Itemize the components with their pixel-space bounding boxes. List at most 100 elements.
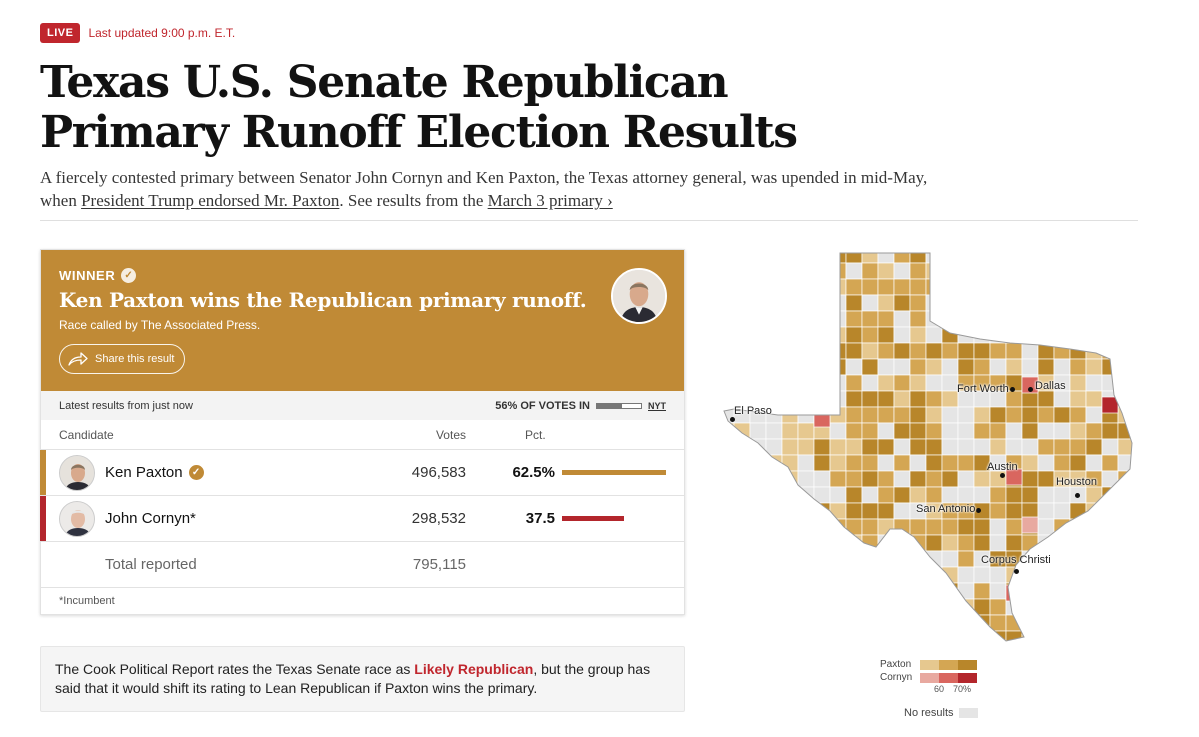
county-cell[interactable] (941, 262, 959, 280)
county-cell[interactable] (1101, 454, 1119, 472)
county-cell[interactable] (797, 278, 815, 296)
county-cell[interactable] (845, 502, 863, 520)
county-cell[interactable] (925, 630, 943, 647)
county-cell[interactable] (781, 374, 799, 392)
county-cell[interactable] (781, 598, 799, 616)
county-cell[interactable] (797, 598, 815, 616)
county-cell[interactable] (813, 326, 831, 344)
county-cell[interactable] (893, 406, 911, 424)
county-cell[interactable] (1134, 407, 1138, 423)
county-cell[interactable] (765, 326, 783, 344)
county-cell[interactable] (781, 518, 799, 536)
county-cell[interactable] (861, 406, 879, 424)
county-cell[interactable] (1101, 598, 1119, 616)
county-cell[interactable] (909, 406, 927, 424)
county-cell[interactable] (973, 294, 991, 312)
county-cell[interactable] (1037, 630, 1055, 647)
county-cell[interactable] (1021, 516, 1039, 534)
county-cell[interactable] (893, 598, 911, 616)
county-cell[interactable] (1021, 247, 1039, 264)
county-cell[interactable] (1021, 342, 1039, 360)
county-cell[interactable] (765, 566, 783, 584)
county-cell[interactable] (973, 310, 991, 328)
county-cell[interactable] (941, 358, 959, 376)
county-cell[interactable] (718, 598, 735, 616)
county-cell[interactable] (797, 262, 815, 280)
county-cell[interactable] (781, 582, 799, 600)
county-cell[interactable] (718, 422, 735, 440)
county-cell[interactable] (877, 422, 895, 440)
county-cell[interactable] (1085, 518, 1103, 536)
county-cell[interactable] (1134, 519, 1138, 535)
county-cell[interactable] (781, 358, 799, 376)
county-cell[interactable] (1053, 566, 1071, 584)
county-cell[interactable] (845, 262, 863, 280)
county-cell[interactable] (1037, 406, 1055, 424)
county-cell[interactable] (1085, 614, 1103, 632)
county-cell[interactable] (733, 438, 751, 456)
county-cell[interactable] (733, 518, 751, 536)
county-cell[interactable] (845, 294, 863, 312)
county-cell[interactable] (1021, 376, 1039, 394)
county-cell[interactable] (989, 294, 1007, 312)
county-cell[interactable] (989, 582, 1007, 600)
county-cell[interactable] (749, 630, 767, 647)
county-cell[interactable] (781, 534, 799, 552)
county-cell[interactable] (1134, 503, 1138, 519)
county-cell[interactable] (845, 598, 863, 616)
county-cell[interactable] (909, 310, 927, 328)
county-cell[interactable] (1134, 279, 1138, 295)
county-cell[interactable] (957, 518, 975, 536)
county-cell[interactable] (813, 534, 831, 552)
county-cell[interactable] (813, 630, 831, 647)
county-cell[interactable] (813, 614, 831, 632)
county-cell[interactable] (1117, 534, 1134, 552)
county-cell[interactable] (1101, 278, 1119, 296)
county-cell[interactable] (781, 326, 799, 344)
county-cell[interactable] (829, 582, 847, 600)
county-cell[interactable] (1117, 630, 1134, 647)
county-cell[interactable] (989, 342, 1007, 360)
county-cell[interactable] (1005, 262, 1023, 280)
county-cell[interactable] (1037, 502, 1055, 520)
county-cell[interactable] (941, 374, 959, 392)
county-cell[interactable] (1134, 391, 1138, 407)
county-cell[interactable] (718, 518, 735, 536)
county-cell[interactable] (957, 454, 975, 472)
county-cell[interactable] (1053, 294, 1071, 312)
county-cell[interactable] (1134, 327, 1138, 343)
county-cell[interactable] (973, 614, 991, 632)
county-cell[interactable] (861, 262, 879, 280)
county-cell[interactable] (1085, 550, 1103, 568)
county-cell[interactable] (1021, 422, 1039, 440)
county-cell[interactable] (733, 566, 751, 584)
county-cell[interactable] (829, 630, 847, 647)
county-cell[interactable] (765, 502, 783, 520)
county-cell[interactable] (1134, 247, 1138, 263)
county-cell[interactable] (1101, 582, 1119, 600)
county-cell[interactable] (1085, 438, 1103, 456)
county-cell[interactable] (765, 294, 783, 312)
county-cell[interactable] (893, 358, 911, 376)
county-cell[interactable] (829, 422, 847, 440)
county-cell[interactable] (845, 486, 863, 504)
county-cell[interactable] (1069, 550, 1087, 568)
county-cell[interactable] (749, 262, 767, 280)
county-cell[interactable] (1117, 390, 1134, 408)
county-cell[interactable] (909, 278, 927, 296)
county-cell[interactable] (973, 630, 991, 647)
county-cell[interactable] (861, 310, 879, 328)
county-cell[interactable] (973, 470, 991, 488)
county-cell[interactable] (1005, 598, 1023, 616)
county-cell[interactable] (1037, 582, 1055, 600)
nyt-source-link[interactable]: NYT (648, 400, 666, 411)
county-cell[interactable] (925, 374, 943, 392)
county-cell[interactable] (989, 438, 1007, 456)
county-cell[interactable] (941, 550, 959, 568)
county-cell[interactable] (813, 518, 831, 536)
county-cell[interactable] (1085, 358, 1103, 376)
county-cell[interactable] (765, 278, 783, 296)
county-cell[interactable] (749, 486, 767, 504)
county-cell[interactable] (1021, 278, 1039, 296)
county-cell[interactable] (1021, 438, 1039, 456)
